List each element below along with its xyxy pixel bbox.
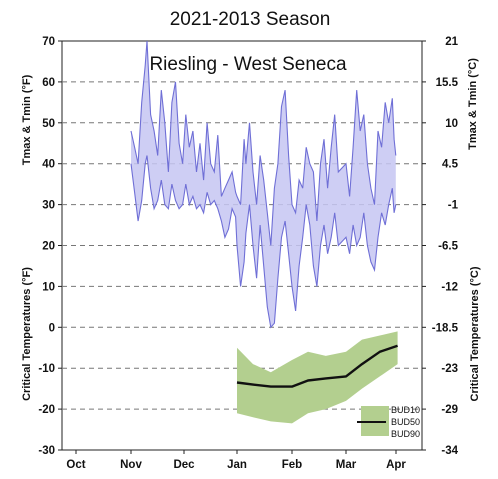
left-axis-ticks: 70 60 50 40 30 20 10 0 -10 -20 -30 <box>38 36 62 457</box>
x-tick-label: Apr <box>386 459 406 471</box>
right-tick-label: -1 <box>448 200 459 212</box>
temperature-series <box>130 40 397 329</box>
critical-temperature-series <box>236 331 398 424</box>
right-axis-ticks: 21 15.5 10 4.5 -1 -6.5 -12 -18.5 -23 -29 -34 <box>422 36 459 457</box>
x-tick-label: Nov <box>120 459 142 471</box>
left-axis-label-bottom: Critical Temperatures (°F) <box>21 267 33 401</box>
left-tick-label: -30 <box>38 445 55 457</box>
left-tick-label: 10 <box>42 281 55 293</box>
left-tick-label: 40 <box>42 159 55 171</box>
x-tick-label: Jan <box>227 459 247 471</box>
left-tick-label: 50 <box>42 118 55 130</box>
left-tick-label: 0 <box>49 322 55 334</box>
right-tick-label: -18.5 <box>432 322 459 334</box>
left-tick-label: 20 <box>42 241 55 253</box>
right-tick-label: -6.5 <box>438 241 458 253</box>
right-tick-label: 4.5 <box>442 159 459 171</box>
temperature-range-band <box>131 41 396 328</box>
right-tick-label: -23 <box>441 363 458 375</box>
chart-subtitle: Riesling - West Seneca <box>149 54 347 75</box>
left-axis-label-top: Tmax & Tmin (°F) <box>21 74 33 165</box>
right-tick-label: 21 <box>445 36 458 48</box>
x-tick-label: Mar <box>336 459 357 471</box>
tmax-line <box>130 40 397 246</box>
x-tick-label: Dec <box>173 459 195 471</box>
right-axis-label-bottom: Critical Temperatures (°C) <box>469 266 481 401</box>
right-tick-label: -29 <box>441 404 458 416</box>
legend: BUD10 BUD50 BUD90 <box>357 405 420 439</box>
left-tick-label: -20 <box>38 404 55 416</box>
legend-label-bud50: BUD50 <box>391 417 420 427</box>
left-tick-label: 70 <box>42 36 55 48</box>
right-tick-label: 15.5 <box>436 77 459 89</box>
bud50-line <box>236 344 398 388</box>
left-tick-label: -10 <box>38 363 55 375</box>
left-tick-label: 30 <box>42 200 55 212</box>
right-tick-label: -12 <box>441 281 458 293</box>
x-axis-ticks: Oct Nov Dec Jan Feb Mar Apr <box>66 450 406 471</box>
right-axis-label-top: Tmax & Tmin (°C) <box>467 58 479 150</box>
legend-label-bud10: BUD10 <box>391 405 420 415</box>
bud10-bud90-band <box>237 331 398 424</box>
right-tick-label: 10 <box>445 118 458 130</box>
tmin-line <box>130 155 397 329</box>
left-tick-label: 60 <box>42 77 55 89</box>
legend-label-bud90: BUD90 <box>391 429 420 439</box>
x-tick-label: Oct <box>66 459 85 471</box>
right-tick-label: -34 <box>441 445 458 457</box>
x-tick-label: Feb <box>282 459 302 471</box>
chart-title: 2021-2013 Season <box>170 9 331 30</box>
